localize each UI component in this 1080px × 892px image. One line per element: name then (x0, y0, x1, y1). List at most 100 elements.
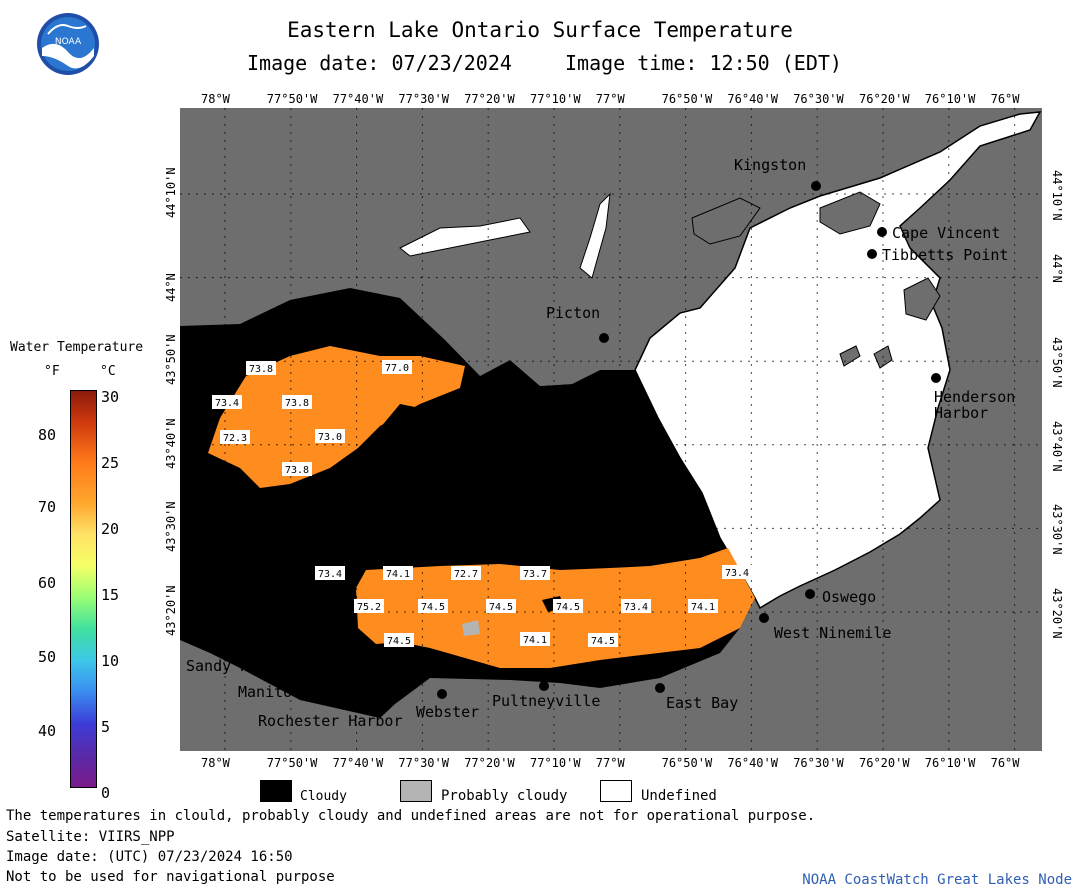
temperature-value: 73.8 (285, 398, 309, 409)
label-oswego: Oswego (822, 588, 876, 606)
colorbar-c-tick: 20 (101, 520, 120, 538)
label-sandy-harbour: Sandy Harbour (186, 657, 303, 675)
temperature-value: 77.0 (385, 363, 409, 374)
west-ninemile-dot (759, 613, 769, 623)
lat-tick-left: 44°N (164, 272, 178, 302)
logo-text: NOAA (55, 37, 82, 47)
city-markers (263, 181, 941, 709)
unit-c: °C (100, 364, 116, 379)
lat-tick-left: 43°30'N (164, 501, 178, 553)
henderson-harbor-dot (931, 373, 941, 383)
footer-nav-warning: Not to be used for navigational purpose (6, 869, 335, 885)
temperature-box (282, 395, 312, 409)
colorbar-c-tick: 10 (101, 652, 120, 670)
colorbar-c-tick: 5 (101, 718, 111, 736)
tibbetts-point-dot (867, 249, 877, 259)
temperature-box (212, 395, 242, 409)
temperature-box (553, 599, 583, 613)
lat-tick-right: 44°N (1050, 253, 1064, 283)
temperature-value: 74.1 (386, 569, 410, 580)
label-henderson-1: Henderson (934, 388, 1015, 406)
lon-tick-top: 78°W (201, 92, 230, 106)
lon-tick-top: 76°30'W (793, 92, 844, 106)
lon-tick-bottom: 76°20'W (859, 756, 910, 770)
lon-tick-top: 77°30'W (398, 92, 449, 106)
label-cape-vincent: Cape Vincent (892, 224, 1000, 242)
lon-tick-top: 76°10'W (924, 92, 976, 106)
temperature-value: 74.1 (523, 635, 547, 646)
temperature-value: 75.2 (357, 602, 381, 613)
label-east-bay: East Bay (666, 694, 738, 712)
oswego-dot (805, 589, 815, 599)
label-pultneyville: Pultneyville (492, 692, 600, 710)
kingston-dot (811, 181, 821, 191)
lon-tick-bottom: 77°W (595, 756, 625, 770)
cape-vincent-dot (877, 227, 887, 237)
temperature-box (588, 633, 618, 647)
lat-tick-left: 43°40'N (164, 418, 178, 469)
page-title: Eastern Lake Ontario Surface Temperature (287, 18, 793, 42)
temperature-value: 73.4 (725, 568, 749, 579)
label-rochester-harbor: Rochester Harbor (258, 712, 403, 730)
image-date-label: Image date: 07/23/2024 (247, 51, 512, 75)
lon-tick-bottom: 76°W (990, 756, 1020, 770)
temperature-box (520, 632, 550, 646)
temperature-box (520, 566, 550, 580)
undefined-strip-bay (399, 217, 531, 257)
picton-dot (599, 333, 609, 343)
temperature-box (382, 360, 412, 374)
lon-tick-bottom: 77°30'W (398, 756, 449, 770)
lat-tick-left: 43°20'N (164, 585, 178, 636)
map-canvas: Kingston Cape Vincent Tibbetts Point Pic… (180, 108, 1042, 751)
temperature-value: 73.4 (624, 602, 648, 613)
lat-tick-right: 43°30'N (1050, 504, 1064, 555)
lat-tick-right: 43°20'N (1050, 588, 1064, 639)
lon-tick-top: 77°20'W (464, 92, 515, 106)
footer-satellite: Satellite: VIIRS_NPP (6, 829, 175, 845)
lon-tick-top: 77°W (595, 92, 625, 106)
colorbar-c-tick: 0 (101, 784, 111, 802)
temperature-value: 73.8 (249, 364, 273, 375)
label-manitou-beach: Manitou Beach (238, 683, 355, 701)
temperature-box (688, 599, 718, 613)
legend-cloudy-label: Cloudy (300, 789, 347, 804)
noaa-logo-icon: NOAA (36, 12, 100, 76)
label-webster: Webster (416, 703, 479, 721)
lon-tick-top: 77°50'W (266, 92, 318, 106)
lon-tick-bottom: 77°40'W (332, 756, 384, 770)
temperature-box (451, 566, 481, 580)
cloud-hole-north (380, 404, 420, 438)
sandy-harbour-dot (263, 649, 273, 659)
temperature-labels: 73.8 77.0 73.4 73.8 72.3 73.0 73.8 73.4 74.1 72.7… (212, 360, 752, 647)
legend-probably-cloudy-label: Probably cloudy (441, 788, 568, 804)
lon-tick-bottom: 77°10'W (530, 756, 581, 770)
rochester-harbor-dot (377, 699, 387, 709)
label-tibbetts-point: Tibbetts Point (882, 246, 1008, 264)
temperature-value: 72.3 (223, 433, 247, 444)
lake-map: Kingston Cape Vincent Tibbetts Point Pic… (180, 108, 1042, 751)
footer-credit: NOAA CoastWatch Great Lakes Node (802, 872, 1072, 888)
temperature-value: 74.5 (387, 636, 411, 647)
legend-probably-cloudy-swatch (400, 780, 432, 802)
lon-tick-bottom: 76°40'W (727, 756, 778, 770)
legend-undefined-swatch (600, 780, 632, 802)
colorbar-c-tick: 30 (101, 388, 120, 406)
colorbar-f-tick: 70 (38, 498, 57, 516)
temperature-box (315, 566, 345, 580)
temperature-value: 74.5 (421, 602, 445, 613)
temperature-value: 73.7 (523, 569, 547, 580)
island-wolfe (691, 197, 761, 245)
lat-tick-left: 44°10'N (164, 167, 178, 218)
island-galloo (903, 277, 941, 321)
temperature-value: 73.4 (215, 398, 239, 409)
temperature-box (246, 361, 276, 375)
temperature-box (220, 430, 250, 444)
island-howe (819, 191, 881, 235)
lon-tick-bottom: 77°20'W (464, 756, 515, 770)
lon-tick-top: 76°40'W (727, 92, 778, 106)
temperature-box (418, 599, 448, 613)
colorbar (70, 390, 97, 788)
legend-undefined-label: Undefined (641, 788, 717, 804)
temperature-value: 72.7 (454, 569, 478, 580)
colorbar-f-tick: 50 (38, 648, 57, 666)
